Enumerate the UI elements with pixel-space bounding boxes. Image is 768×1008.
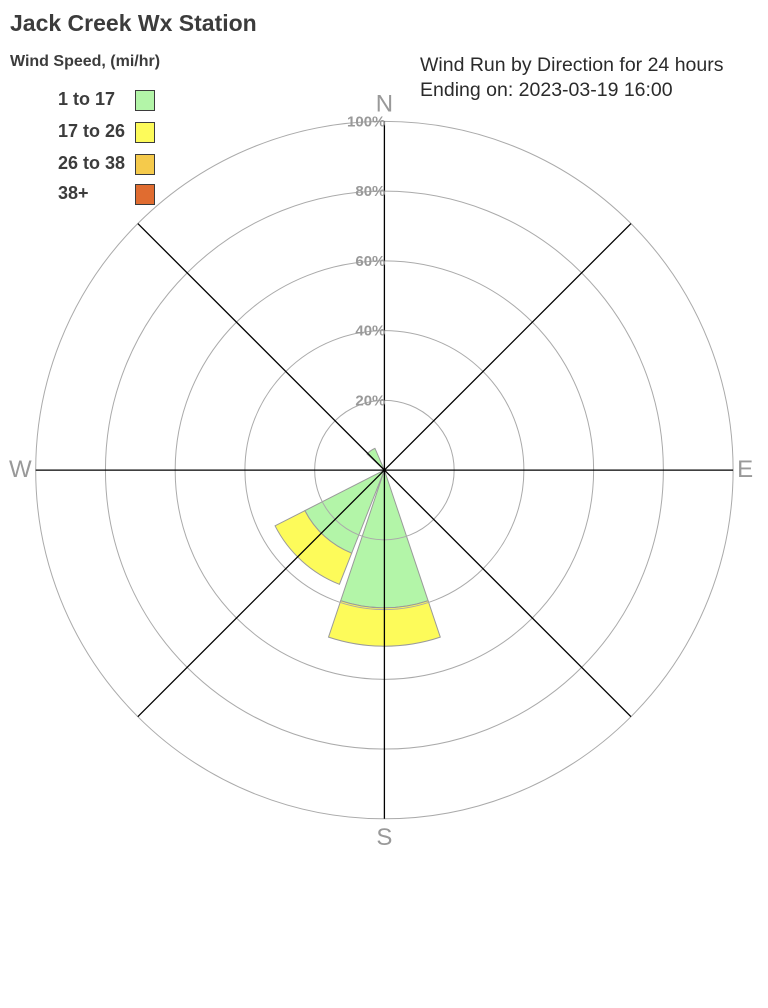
svg-text:E: E	[737, 456, 753, 483]
svg-text:20%: 20%	[355, 392, 385, 409]
svg-text:W: W	[9, 456, 32, 483]
svg-text:N: N	[376, 90, 393, 117]
svg-text:S: S	[376, 824, 392, 851]
svg-text:60%: 60%	[355, 253, 385, 270]
svg-text:40%: 40%	[355, 323, 385, 340]
svg-text:80%: 80%	[355, 183, 385, 200]
